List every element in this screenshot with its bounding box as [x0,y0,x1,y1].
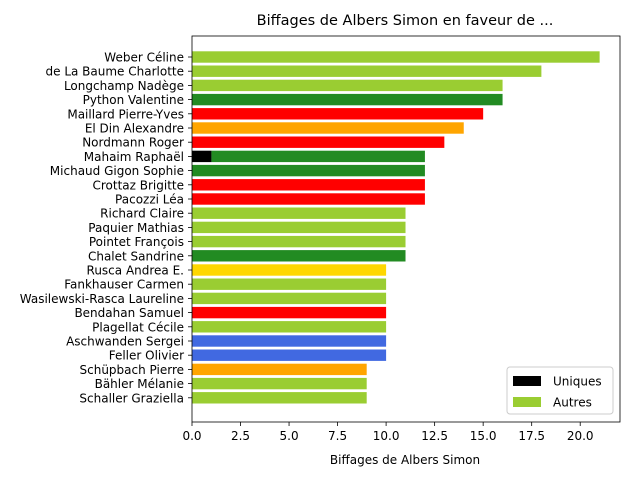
y-tick-label: Chalet Sandrine [88,249,184,263]
y-tick-label: Michaud Gigon Sophie [50,164,184,178]
bar-autres [192,335,387,347]
x-axis-ticks: 0.0 2.5 5.0 7.5 10.0 12.5 15.0 17.5 20.0 [182,422,594,443]
x-tick-label: 12.5 [421,429,448,443]
x-tick-label: 2.5 [231,429,250,443]
y-tick-label: Pointet François [89,235,184,249]
bars-group [192,51,600,404]
y-tick-label: Python Valentine [83,93,184,107]
bar-autres [192,306,387,319]
legend: Uniques Autres [506,366,614,415]
legend-label: Uniques [553,375,602,389]
y-tick-label: Schüpbach Pierre [80,363,185,377]
bar-autres [192,292,387,305]
x-tick-label: 20.0 [567,429,594,443]
y-tick-label: Weber Céline [104,51,184,65]
y-tick-label: Fankhauser Carmen [64,278,184,292]
bar-autres [192,93,503,106]
bar-autres [192,392,367,404]
bar-autres [192,221,406,234]
y-tick-label: Plagellat Cécile [92,320,184,334]
bar-autres [192,235,406,248]
axes-frame [191,35,621,423]
bar-autres [211,150,425,163]
y-tick-label: Mahaim Raphaël [84,150,184,164]
y-tick-label: Rusca Andrea E. [87,264,184,278]
x-tick-label: 5.0 [280,429,299,443]
plot-frame [191,35,621,423]
y-tick-label: Richard Claire [100,207,184,221]
y-tick-label: El Din Alexandre [85,122,184,136]
chart-title: Biffages de Albers Simon en faveur de ..… [257,13,554,29]
y-tick-label: Feller Olivier [109,349,184,363]
bar-autres [192,108,484,120]
bar-autres [192,363,367,376]
bar-autres [192,264,387,276]
bar-autres [192,278,387,290]
bar-autres [192,51,600,63]
bar-autres [192,321,387,333]
y-tick-label: de La Baume Charlotte [46,65,185,79]
bar-autres [192,122,464,134]
bar-uniques [192,150,212,163]
y-tick-label: Nordmann Roger [82,136,184,150]
y-tick-label: Aschwanden Sergei [66,335,184,349]
legend-swatch [513,376,541,386]
x-tick-label: 10.0 [373,429,400,443]
y-tick-label: Maillard Pierre-Yves [67,107,184,121]
bar-autres [192,193,425,205]
x-tick-label: 17.5 [518,429,545,443]
bar-autres [192,207,406,219]
y-tick-label: Bähler Mélanie [95,377,184,391]
y-tick-label: Bendahan Samuel [74,306,184,320]
x-axis-label: Biffages de Albers Simon [330,453,480,467]
bar-autres [192,349,387,361]
x-tick-label: 15.0 [470,429,497,443]
y-tick-label: Longchamp Nadège [64,79,184,93]
bar-autres [192,179,425,191]
y-tick-label: Crottaz Brigitte [92,178,184,192]
y-tick-label: Paquier Mathias [88,221,184,235]
legend-swatch [513,397,541,407]
bar-autres [192,250,406,262]
y-tick-label: Pacozzi Léa [115,193,184,207]
bar-autres [192,164,425,177]
legend-label: Autres [553,396,592,410]
x-tick-label: 7.5 [328,429,347,443]
bar-autres [192,136,445,148]
bar-autres [192,377,367,390]
y-tick-label: Schaller Graziella [79,391,184,405]
bar-autres [192,65,542,77]
bar-autres [192,79,503,92]
y-tick-label: Wasilewski-Rasca Laureline [20,292,184,306]
x-tick-label: 0.0 [182,429,201,443]
